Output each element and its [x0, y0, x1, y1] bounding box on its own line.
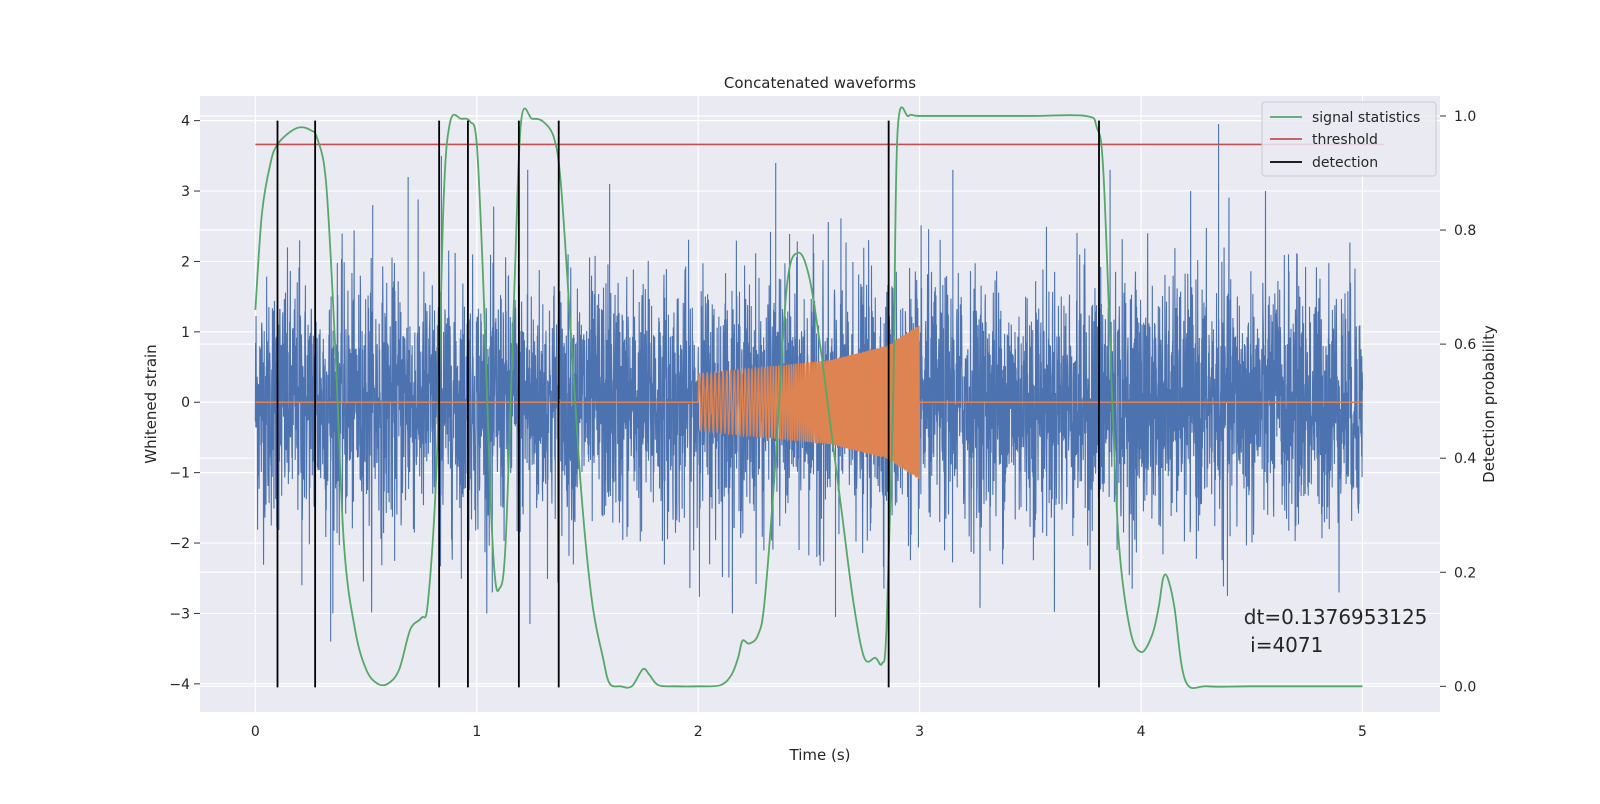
series-injected-signal — [255, 325, 1363, 479]
signal-statistics-line — [254, 106, 1363, 690]
x-tick-label: 2 — [694, 724, 703, 740]
y-tick-label: −3 — [169, 606, 190, 622]
y-tick-label: 3 — [181, 184, 190, 200]
x-tick-label: 5 — [1358, 724, 1367, 740]
series-signal-statistics — [254, 106, 1363, 690]
y2-tick-label: 0.0 — [1454, 679, 1476, 695]
legend-label-signal-statistics: signal statistics — [1312, 110, 1420, 126]
y-tick-label: −1 — [169, 466, 190, 482]
annotation-index: i=4071 — [1244, 633, 1324, 657]
x-tick-label: 1 — [472, 724, 481, 740]
y2-tick-label: 1.0 — [1454, 109, 1476, 125]
y-tick-label: 4 — [181, 114, 190, 130]
y2-tick-label: 0.6 — [1454, 337, 1476, 353]
y-tick-label: −4 — [169, 677, 190, 693]
y2-tick-label: 0.8 — [1454, 223, 1476, 239]
legend-label-threshold: threshold — [1312, 132, 1378, 148]
y-tick-label: 2 — [181, 254, 190, 270]
legend: signal statistics threshold detection — [1261, 101, 1437, 177]
series-detection — [276, 120, 1100, 688]
x-axis-label: Time (s) — [789, 746, 851, 764]
x-tick-label: 4 — [1137, 724, 1146, 740]
strain-noise-line — [254, 124, 1364, 642]
x-tick-label: 0 — [251, 724, 260, 740]
x-tick-label: 3 — [915, 724, 924, 740]
chart-title: Concatenated waveforms — [724, 74, 916, 92]
y-tick-label: −2 — [169, 536, 190, 552]
y-axis-label: Whitened strain — [142, 344, 160, 463]
y2-tick-label: 0.4 — [1454, 451, 1476, 467]
ticks: 0 1 2 3 4 5 −4 −3 −2 −1 0 1 2 3 4 0.0 0.2 0.4 0.6 0.8 1.0 — [169, 109, 1476, 740]
annotation-dt: dt=0.1376953125 — [1244, 605, 1428, 629]
y2-axis-label: Detection probability — [1480, 325, 1498, 483]
series-strain-noise — [254, 124, 1364, 642]
y2-tick-label: 0.2 — [1454, 565, 1476, 581]
injected-signal-line — [255, 325, 1363, 479]
y-tick-label: 1 — [181, 325, 190, 341]
legend-label-detection: detection — [1312, 155, 1378, 171]
legend-box — [1261, 101, 1437, 177]
y-tick-label: 0 — [181, 395, 190, 411]
